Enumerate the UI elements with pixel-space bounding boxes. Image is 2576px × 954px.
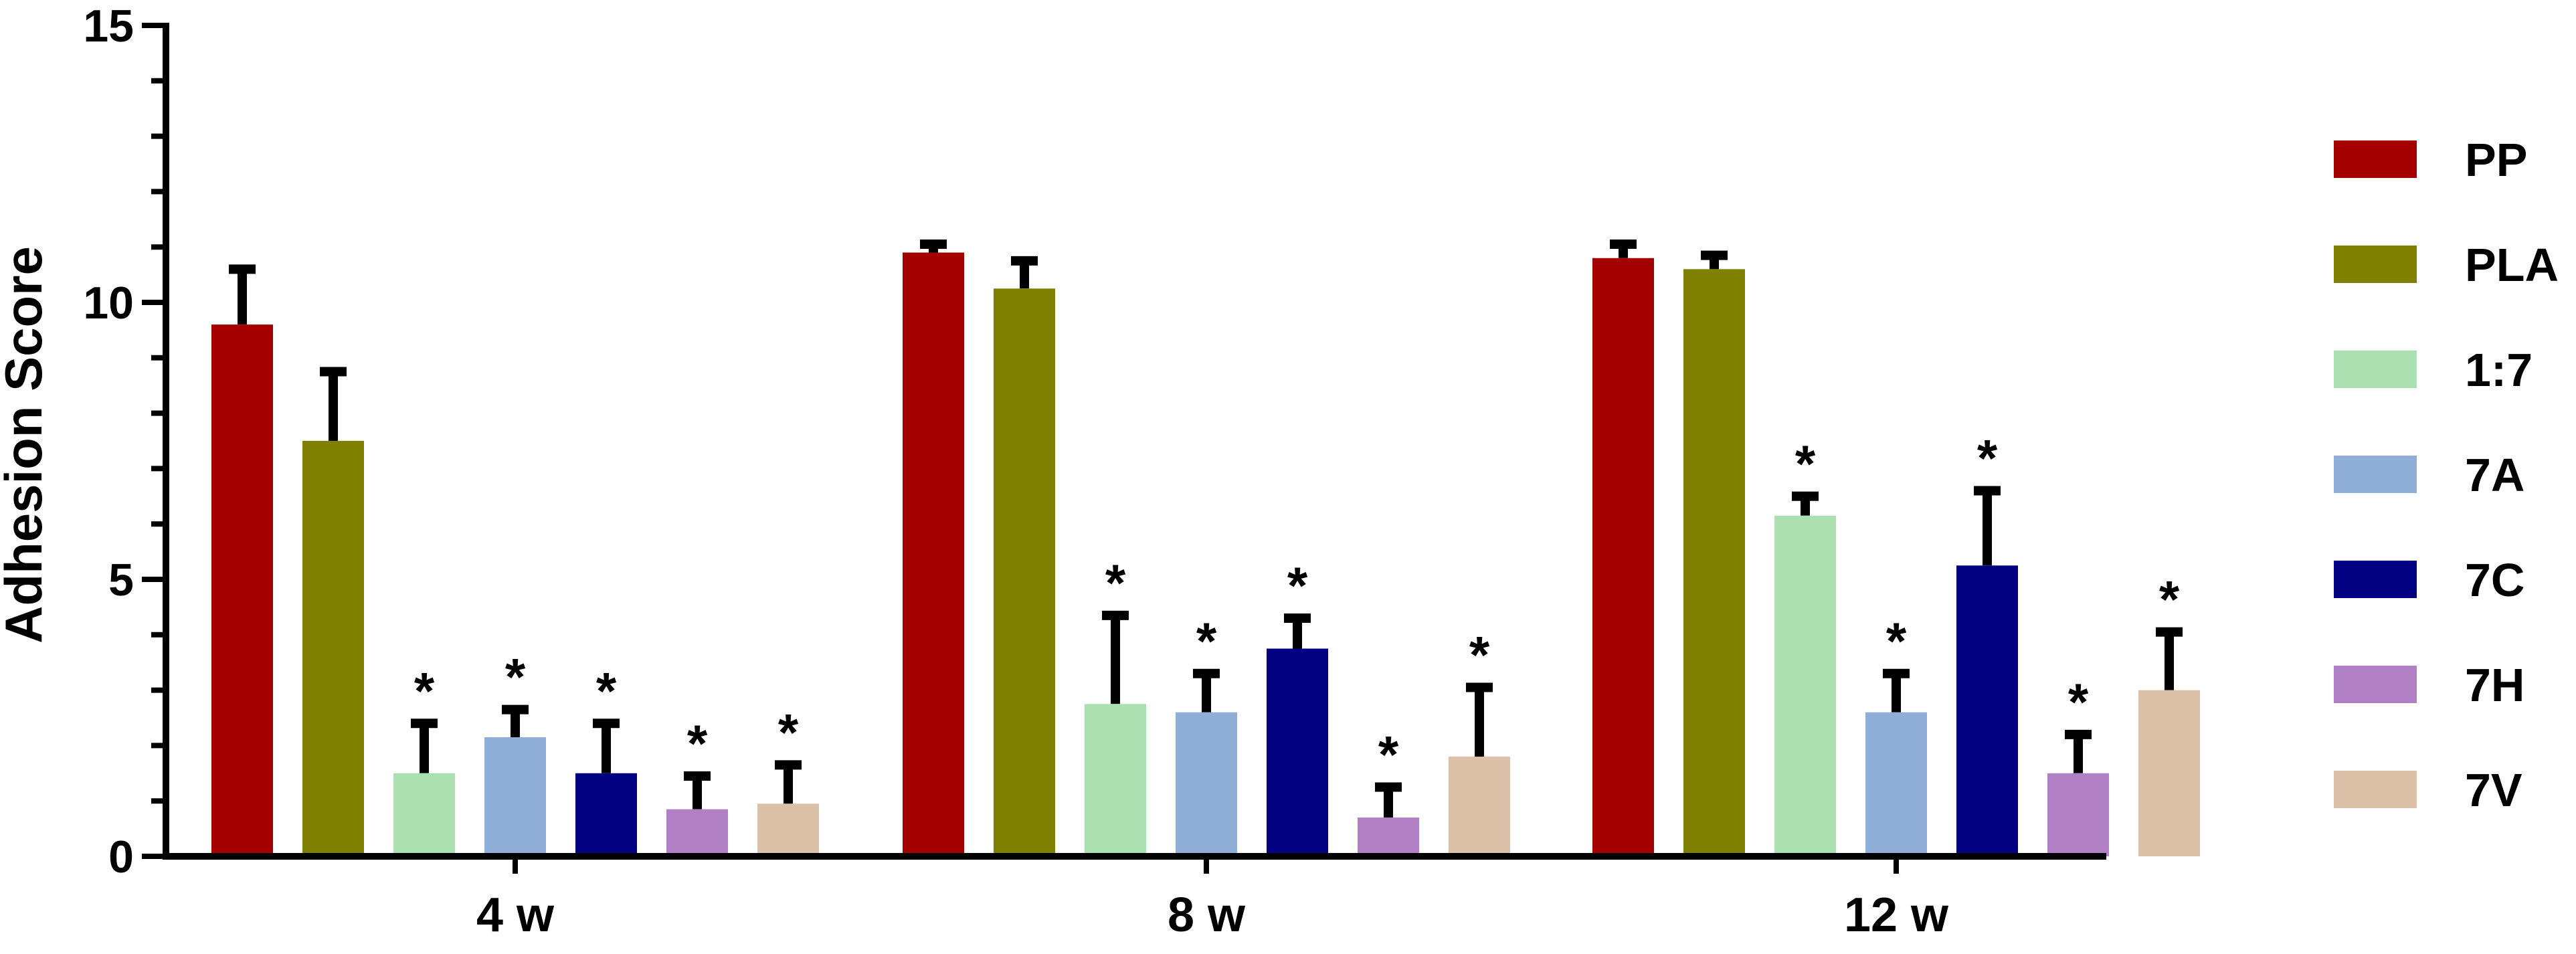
- legend-label-PLA: PLA: [2465, 239, 2559, 291]
- significance-marker: *: [2068, 672, 2089, 731]
- significance-marker: *: [1795, 434, 1816, 493]
- significance-marker: *: [1977, 429, 1998, 488]
- significance-marker: *: [596, 661, 617, 720]
- legend-swatch-7C: [2334, 561, 2417, 598]
- legend-label-7C: 7C: [2465, 554, 2524, 606]
- bar-7C-8w: [1267, 648, 1328, 856]
- bar-7C-12w: [1956, 565, 2018, 856]
- bar-7H-8w: [1358, 818, 1419, 856]
- legend-swatch-7H: [2334, 666, 2417, 703]
- bar-1:7-8w: [1085, 704, 1146, 856]
- significance-marker: *: [1287, 556, 1308, 615]
- legend-label-7A: 7A: [2465, 449, 2524, 501]
- bar-PP-4w: [211, 324, 273, 856]
- significance-marker: *: [505, 648, 526, 706]
- y-tick-label: 15: [83, 1, 134, 52]
- legend-label-PP: PP: [2465, 134, 2527, 186]
- significance-marker: *: [2159, 570, 2180, 629]
- x-tick-label: 12 w: [1844, 888, 1949, 942]
- y-tick-label: 10: [83, 278, 134, 328]
- bar-1:7-12w: [1774, 515, 1836, 856]
- significance-marker: *: [778, 702, 799, 761]
- y-tick-label: 5: [108, 555, 134, 605]
- significance-marker: *: [1378, 725, 1399, 784]
- y-tick-label: 0: [108, 832, 134, 882]
- legend-label-1:7: 1:7: [2465, 344, 2533, 396]
- significance-marker: *: [1469, 625, 1490, 684]
- significance-marker: *: [414, 661, 435, 720]
- bar-7V-4w: [757, 803, 819, 856]
- bar-PLA-12w: [1683, 269, 1745, 856]
- legend-swatch-PLA: [2334, 246, 2417, 283]
- legend: PP PLA 1:7 7A 7C 7H 7V: [2334, 134, 2559, 816]
- bar-7V-8w: [1449, 756, 1510, 856]
- x-tick-label: 4 w: [476, 888, 555, 942]
- bar-7V-12w: [2138, 690, 2200, 856]
- legend-swatch-7A: [2334, 456, 2417, 493]
- legend-swatch-1:7: [2334, 351, 2417, 388]
- bar-PP-8w: [903, 252, 964, 857]
- bar-7A-4w: [484, 737, 546, 856]
- x-tick-label: 8 w: [1168, 888, 1246, 942]
- significance-marker: *: [1105, 553, 1126, 612]
- bar-PLA-8w: [994, 288, 1055, 856]
- legend-label-7H: 7H: [2465, 659, 2524, 711]
- legend-swatch-7V: [2334, 771, 2417, 808]
- significance-marker: *: [1196, 611, 1217, 670]
- plot-area: * * * * * * * * * * * * * * *: [211, 240, 2200, 857]
- bar-7A-8w: [1176, 712, 1237, 856]
- bar-1:7-4w: [393, 773, 455, 856]
- significance-marker: *: [1886, 611, 1907, 670]
- significance-marker: *: [687, 714, 708, 773]
- legend-label-7V: 7V: [2465, 764, 2522, 816]
- bar-PP-12w: [1592, 258, 1654, 856]
- bar-7C-4w: [575, 773, 637, 856]
- legend-swatch-PP: [2334, 140, 2417, 178]
- bar-7H-12w: [2047, 773, 2109, 856]
- y-axis-label: Adhesion Score: [0, 246, 53, 644]
- bar-7A-12w: [1865, 712, 1927, 856]
- bar-7H-4w: [666, 809, 728, 856]
- bar-PLA-4w: [302, 441, 364, 856]
- axes: Adhesion Score 0 5 10 15 4 w 8 w 12 w: [0, 1, 2106, 942]
